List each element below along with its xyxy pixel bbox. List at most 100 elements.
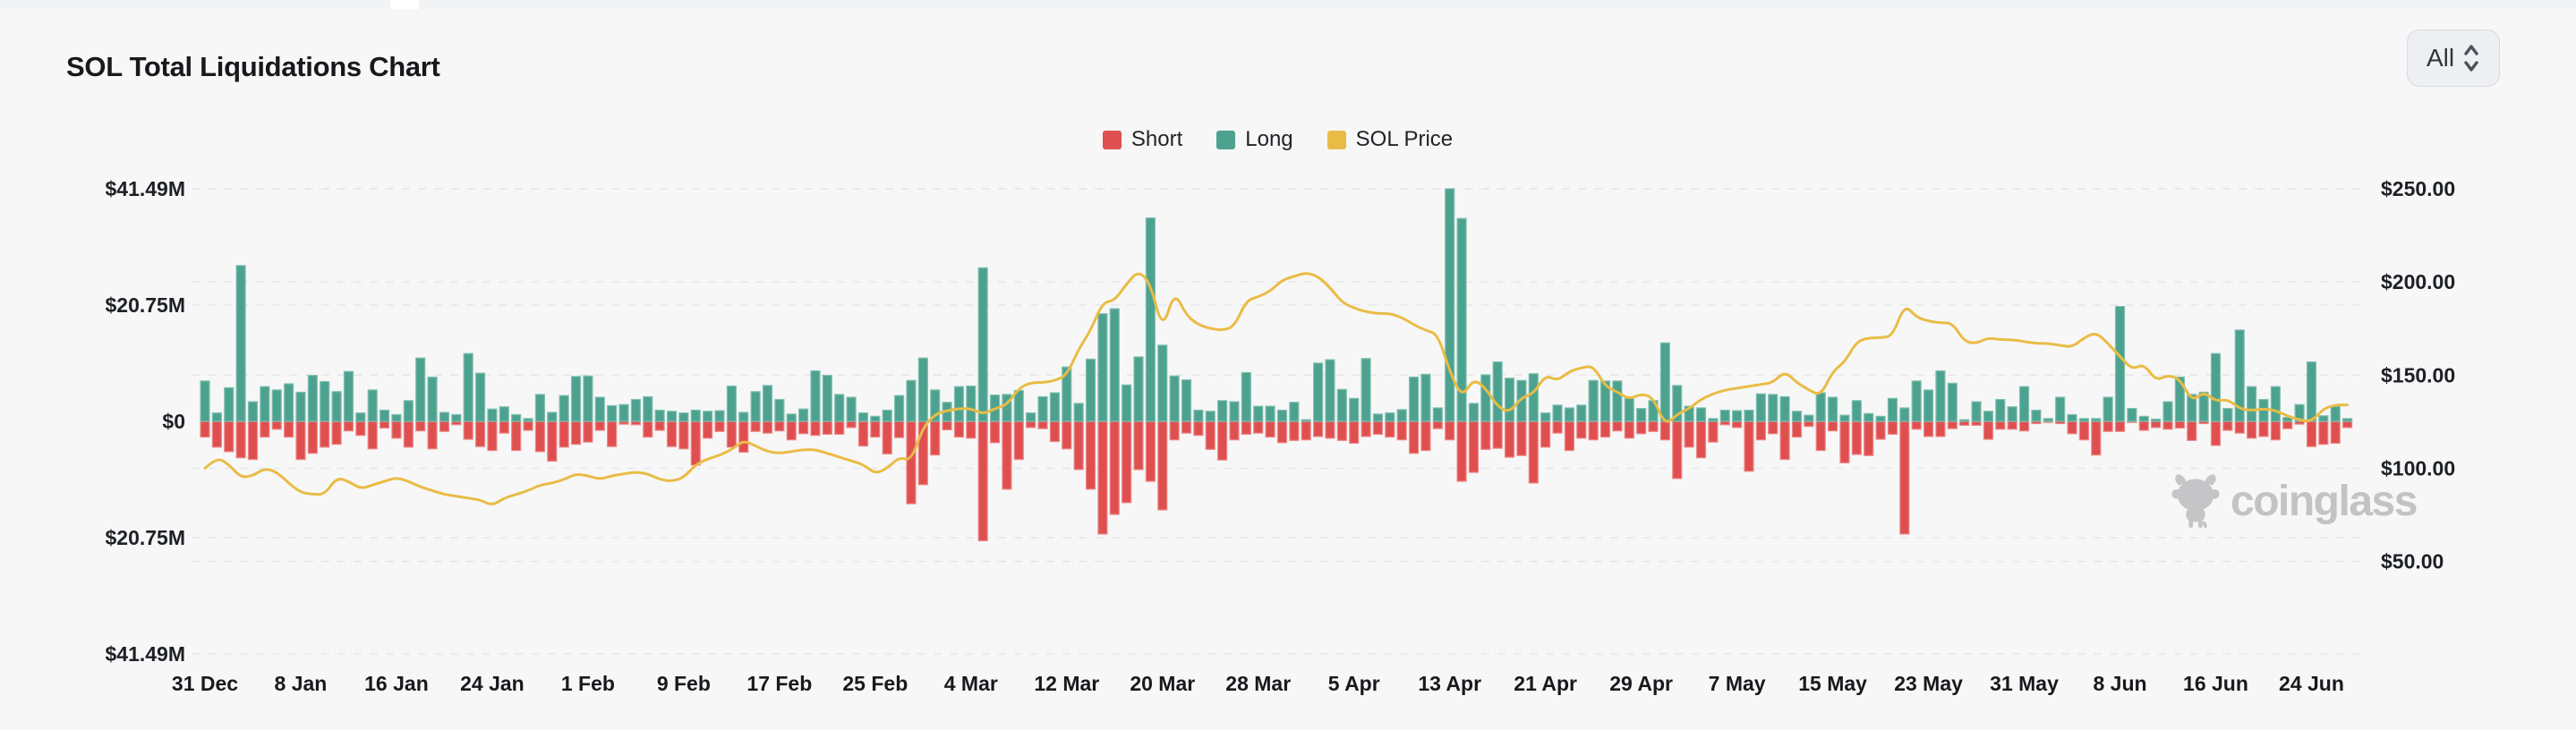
long-bar — [415, 357, 426, 422]
long-bar — [439, 412, 450, 422]
sol-price-swatch-icon — [1326, 130, 1346, 149]
legend-item-sol-price[interactable]: SOL Price — [1326, 127, 1453, 152]
short-bar — [1827, 420, 1838, 432]
short-bar — [1695, 420, 1707, 459]
long-bar — [1540, 412, 1551, 422]
long-bar — [200, 380, 210, 422]
page-title: SOL Total Liquidations Chart — [66, 50, 440, 82]
short-bar — [1241, 420, 1251, 436]
short-bar — [1396, 420, 1407, 441]
long-bar — [1588, 379, 1599, 422]
long-bar — [1923, 389, 1934, 422]
long-bar — [1971, 401, 1982, 422]
short-bar — [2306, 420, 2317, 447]
short-liquidation-bars[interactable] — [200, 420, 2353, 542]
short-bar — [846, 420, 857, 429]
long-bar — [2043, 418, 2053, 422]
short-bar — [1372, 420, 1384, 436]
x-axis-tick: 7 May — [1709, 672, 1766, 695]
long-bar — [284, 383, 294, 422]
long-bar — [1013, 389, 1024, 422]
long-bar — [798, 408, 809, 422]
legend-item-long[interactable]: Long — [1216, 127, 1293, 152]
short-bar — [1133, 420, 1144, 471]
right-axis-tick: $50.00 — [2381, 550, 2444, 573]
short-bar — [1349, 420, 1360, 445]
long-bar — [451, 413, 462, 422]
long-bar — [1779, 395, 1790, 422]
short-bar — [1851, 420, 1862, 455]
long-bar — [1361, 358, 1371, 422]
short-bar — [1301, 420, 1311, 441]
short-bar — [977, 420, 988, 542]
left-axis-tick: $41.49M — [105, 642, 185, 666]
x-axis-tick: 8 Jun — [2093, 672, 2146, 695]
long-bar — [2031, 409, 2042, 422]
long-bar — [1062, 366, 1072, 422]
short-bar — [1839, 420, 1850, 463]
short-bar — [1768, 420, 1778, 435]
short-bar — [1659, 420, 1670, 441]
short-bar — [714, 420, 725, 432]
short-bar — [1002, 420, 1012, 490]
long-liquidation-bars[interactable] — [200, 188, 2353, 422]
short-bar — [1336, 420, 1347, 441]
short-bar — [774, 420, 785, 432]
long-bar — [1157, 344, 1168, 422]
long-bar — [1851, 400, 1862, 422]
long-bar — [2187, 394, 2197, 422]
short-bar — [643, 420, 653, 438]
short-bar — [882, 420, 892, 454]
long-bar — [2151, 418, 2162, 422]
long-bar — [2306, 361, 2317, 422]
short-bar — [1217, 420, 1228, 461]
short-bar — [1887, 420, 1898, 436]
long-bar — [1432, 407, 1443, 422]
short-bar — [1504, 420, 1515, 458]
long-bar — [2318, 415, 2329, 422]
long-bar — [2234, 329, 2245, 422]
short-bar — [1744, 420, 1754, 472]
short-bar — [463, 420, 473, 440]
short-bar — [2162, 420, 2173, 430]
x-axis-tick: 16 Jan — [364, 672, 429, 695]
long-bar — [463, 352, 473, 422]
long-bar — [2270, 386, 2281, 422]
x-axis-tick: 13 Apr — [1418, 672, 1481, 695]
short-bar — [2282, 420, 2293, 429]
short-bar — [2341, 420, 2353, 429]
x-axis-tick: 28 Mar — [1225, 672, 1291, 695]
short-bar — [930, 420, 941, 456]
short-bar — [834, 420, 845, 436]
long-bar — [870, 415, 881, 422]
long-bar — [1205, 411, 1215, 422]
time-range-select[interactable]: All — [2407, 30, 2500, 87]
short-bar — [1935, 420, 1946, 437]
sol-price-line[interactable] — [203, 272, 2350, 505]
short-bar — [1205, 420, 1215, 450]
long-bar — [235, 265, 246, 422]
long-bar — [1385, 412, 1395, 422]
long-bar — [271, 389, 282, 422]
long-bar — [1528, 373, 1539, 422]
long-bar — [762, 385, 773, 422]
long-bar — [523, 418, 533, 422]
short-bar — [307, 420, 318, 454]
short-bar — [1684, 420, 1694, 448]
short-bar — [1049, 420, 1061, 443]
short-bar — [1612, 420, 1623, 432]
short-swatch-icon — [1102, 130, 1122, 149]
short-bar — [343, 420, 354, 432]
x-axis-tick: 15 May — [1798, 672, 1867, 695]
short-bar — [906, 420, 917, 505]
x-axis-tick: 25 Feb — [842, 672, 908, 695]
short-bar — [1097, 420, 1108, 535]
legend-label: Long — [1245, 127, 1293, 151]
long-bar — [1695, 407, 1707, 422]
top-divider-strip — [0, 0, 2576, 9]
short-bar — [583, 420, 593, 443]
short-bar — [1576, 420, 1587, 439]
legend-item-short[interactable]: Short — [1102, 127, 1182, 152]
long-bar — [224, 386, 235, 422]
